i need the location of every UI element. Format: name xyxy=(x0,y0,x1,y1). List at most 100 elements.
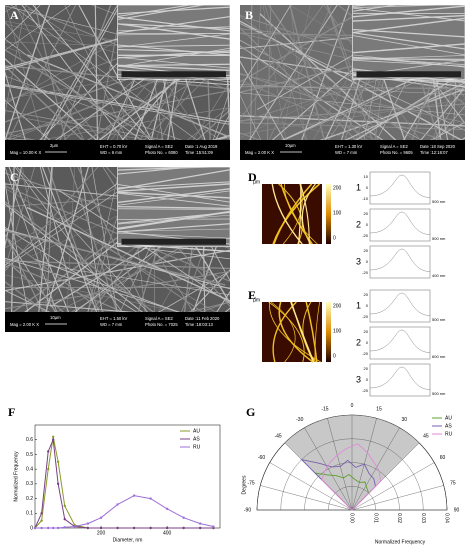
inset-bar xyxy=(121,71,226,78)
fiber xyxy=(290,5,306,140)
colorbar-label: 100 xyxy=(333,328,342,334)
fiber xyxy=(341,5,383,140)
colorbar-label: 200 xyxy=(333,185,342,191)
fiber xyxy=(5,5,26,116)
fiber xyxy=(240,94,262,140)
fiber xyxy=(240,23,465,131)
fiber xyxy=(149,5,175,140)
fibers xyxy=(240,5,465,140)
inset-fiber xyxy=(117,167,197,175)
profile-length: 500 nm xyxy=(432,199,446,204)
info-text: Mag = 2.00 K X xyxy=(245,150,274,155)
fiber xyxy=(64,5,128,140)
fiber xyxy=(34,5,67,140)
inset-fiber xyxy=(352,5,400,12)
theta-tick-label: -75 xyxy=(247,480,254,486)
fiber xyxy=(240,132,261,140)
inset-fiber xyxy=(117,5,193,17)
fiber xyxy=(43,5,121,140)
fiber xyxy=(196,109,230,140)
fiber xyxy=(376,5,445,140)
r-tick-label: 0.01 xyxy=(372,513,378,523)
profile-box xyxy=(369,326,431,360)
fiber xyxy=(301,5,350,140)
series-line xyxy=(300,458,377,511)
fiber xyxy=(5,226,138,312)
info-bar xyxy=(240,140,465,160)
fiber xyxy=(137,167,184,312)
fiber xyxy=(250,5,253,140)
fiber xyxy=(240,27,357,140)
fiber xyxy=(5,46,230,138)
fiber xyxy=(94,5,99,140)
data-point xyxy=(51,438,55,441)
x-tick-label: 200 xyxy=(97,530,106,536)
fiber xyxy=(45,167,90,312)
profile-number: 1 xyxy=(356,300,361,310)
y-tick-label: 0.6 xyxy=(26,437,33,443)
fiber xyxy=(150,5,186,140)
inset-fiber xyxy=(117,63,230,67)
fiber xyxy=(156,5,200,140)
inset-fiber xyxy=(117,32,230,36)
profile-length: 500 nm xyxy=(432,236,446,241)
fiber xyxy=(128,167,146,312)
profile-number: 3 xyxy=(356,374,361,384)
fiber xyxy=(240,45,368,140)
afm-unit: µm xyxy=(253,179,260,185)
afm-fiber xyxy=(305,301,318,363)
fiber xyxy=(59,5,112,140)
inset-fiber xyxy=(352,5,465,18)
profile-tick: -10 xyxy=(362,196,369,201)
x-tick-label: 400 xyxy=(163,530,172,536)
fiber xyxy=(5,258,65,312)
fiber xyxy=(262,5,287,140)
inset-fiber xyxy=(352,14,465,22)
inset-fiber xyxy=(117,56,230,69)
inset-fiber xyxy=(117,223,230,233)
fiber xyxy=(69,167,118,312)
y-tick-label: 0.1 xyxy=(26,511,33,517)
y-tick-label: 0.2 xyxy=(26,496,33,502)
info-text: 10µm xyxy=(50,315,61,320)
fiber xyxy=(5,203,143,312)
data-point xyxy=(86,526,90,530)
fiber xyxy=(259,13,397,140)
profile-length: 500 nm xyxy=(432,391,446,396)
info-text: EHT = 0.70 kV xyxy=(100,144,127,149)
fiber xyxy=(5,167,23,249)
fiber xyxy=(271,5,427,140)
afm-fiber xyxy=(290,301,315,363)
fiber xyxy=(5,110,166,140)
afm-fiber xyxy=(268,301,305,363)
fiber xyxy=(46,167,53,312)
data-point xyxy=(132,526,136,530)
theta-tick-label: 90 xyxy=(454,507,460,513)
inset-fiber xyxy=(352,32,465,50)
fiber xyxy=(240,5,292,90)
data-point xyxy=(40,519,43,522)
fiber xyxy=(14,167,123,312)
panel-label: E xyxy=(248,288,256,302)
profile-number: 1 xyxy=(356,182,361,192)
fiber xyxy=(10,5,198,140)
profile-curve xyxy=(369,366,431,390)
inset-fiber xyxy=(352,35,465,56)
profile-number: 2 xyxy=(356,219,361,229)
fiber xyxy=(38,167,53,312)
theta-tick-label: -15 xyxy=(321,406,328,412)
inset-fiber xyxy=(352,17,465,34)
theta-grid xyxy=(260,485,353,511)
fiber xyxy=(5,235,105,312)
data-point xyxy=(56,482,60,486)
theta-tick-label: 0 xyxy=(351,403,354,409)
fiber xyxy=(313,5,389,140)
fiber xyxy=(281,54,465,140)
fiber xyxy=(189,269,230,312)
fiber xyxy=(5,89,230,135)
fiber xyxy=(240,5,324,120)
panel-label: D xyxy=(248,170,257,184)
fiber xyxy=(5,99,51,140)
legend-label: RU xyxy=(193,444,201,450)
inset-fiber xyxy=(117,211,230,230)
